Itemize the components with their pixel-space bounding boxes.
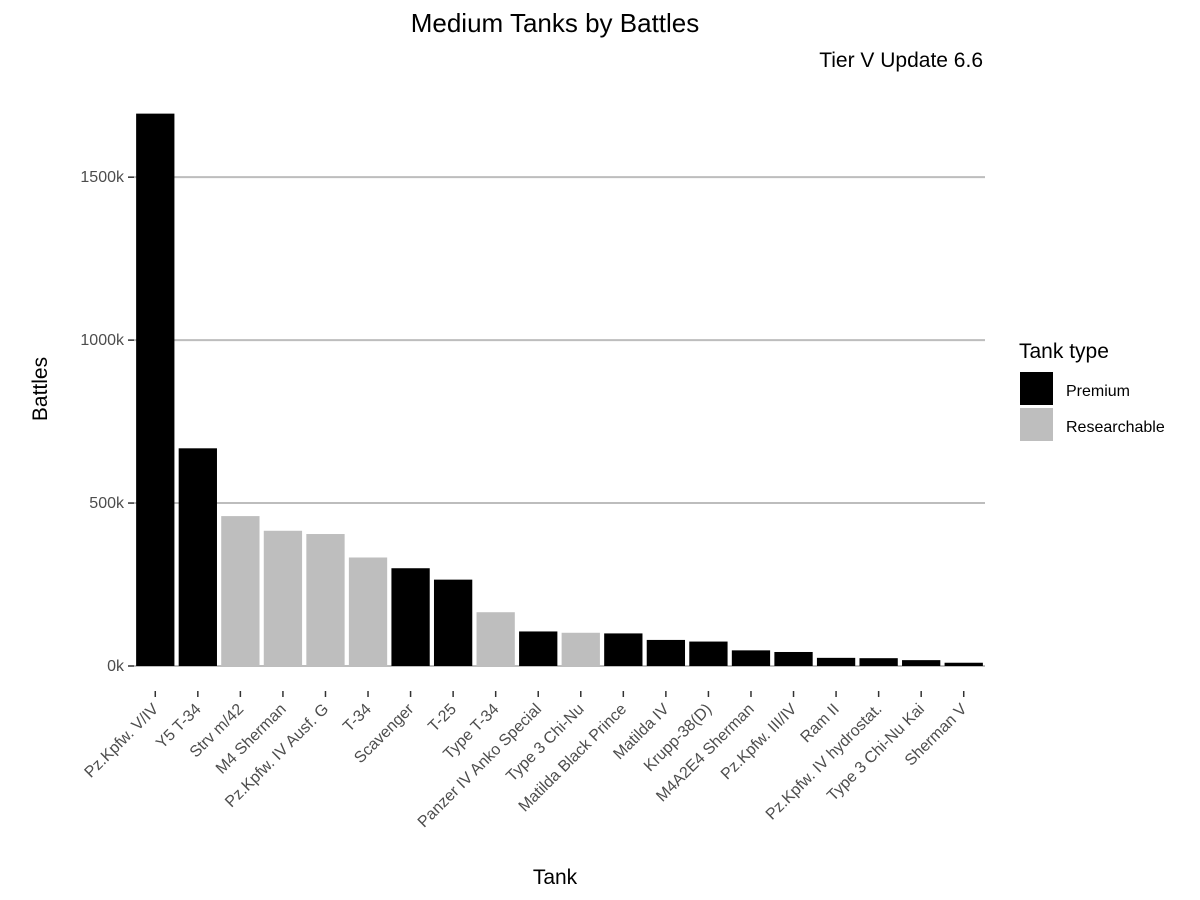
y-axis-title: Battles: [29, 357, 52, 421]
gridlines: [134, 176, 985, 667]
bar: [604, 633, 643, 666]
bar: [731, 650, 771, 666]
x-tick-label: T-25: [425, 701, 460, 736]
bar: [348, 557, 388, 666]
bar: [689, 641, 728, 666]
bar: [136, 113, 175, 667]
legend-title: Tank type: [1019, 340, 1109, 363]
y-axis: 0k 500k 1000k 1500k: [80, 169, 134, 675]
legend-label: Researchable: [1066, 419, 1165, 436]
y-tick-label: 0k: [107, 658, 125, 675]
bar: [859, 658, 898, 666]
bar: [178, 448, 217, 666]
bar: [263, 530, 303, 666]
bar: [391, 568, 430, 666]
x-tick-label: T-34: [340, 701, 375, 736]
bar: [433, 579, 473, 666]
bars: [136, 113, 983, 667]
chart-subtitle: Tier V Update 6.6: [819, 49, 983, 72]
y-tick-label: 1000k: [80, 332, 125, 349]
y-tick-label: 500k: [89, 495, 125, 512]
bar: [646, 639, 686, 666]
bar: [561, 632, 600, 666]
x-tick-label: Pz.Kpfw. III/IV: [718, 701, 801, 784]
bar: [902, 660, 941, 666]
x-tick-label: Pz.Kpfw. V/IV: [82, 701, 163, 782]
bar: [944, 662, 983, 666]
bar: [306, 534, 345, 666]
legend-swatch: [1020, 408, 1053, 441]
bar: [774, 651, 813, 666]
legend-label: Premium: [1066, 383, 1130, 400]
legend-swatch: [1020, 372, 1053, 405]
legend: Tank type Premium Researchable: [1019, 340, 1165, 441]
bar: [476, 612, 515, 666]
bar: [816, 657, 856, 666]
y-tick-label: 1500k: [80, 169, 125, 186]
bar: [221, 516, 260, 666]
bar: [519, 631, 558, 666]
x-axis-title: Tank: [533, 866, 578, 889]
chart-title: Medium Tanks by Battles: [411, 8, 700, 38]
